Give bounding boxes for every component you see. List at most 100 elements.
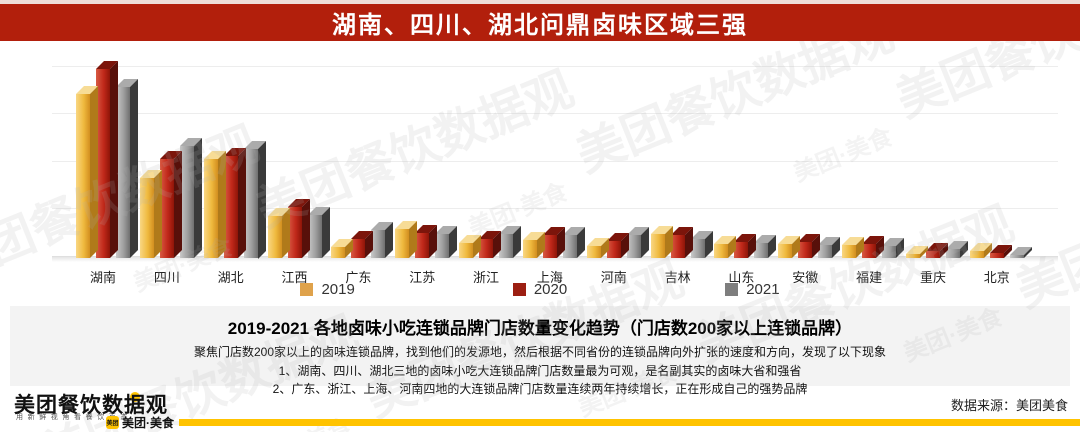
bar-2019-广东 bbox=[331, 247, 346, 258]
brand-accent-dot-icon bbox=[130, 392, 140, 402]
bars bbox=[969, 58, 1024, 258]
summary-line: 2、广东、浙江、上海、河南四地的大连锁品牌门店数量连续两年持续增长，正在形成自己… bbox=[272, 382, 808, 397]
footer-accent-bar bbox=[179, 419, 1080, 426]
category-label: 安徽 bbox=[792, 270, 819, 285]
legend-label: 2020 bbox=[533, 281, 568, 298]
bars bbox=[203, 58, 258, 258]
bar-2019-江苏 bbox=[395, 229, 410, 258]
category-label: 湖南 bbox=[89, 270, 116, 285]
footer-tagline: 用新鲜视角看餐饮百态 bbox=[16, 414, 132, 421]
bar-group-江苏: 江苏 bbox=[391, 58, 453, 286]
bar-2021-山东 bbox=[754, 243, 769, 258]
category-label: 浙江 bbox=[473, 270, 500, 285]
bar-chart: 湖南 四川 湖北 江西 广东 江苏 浙江 上海 河南 吉林 山东 安徽 福建 重庆 北京 bbox=[52, 56, 1058, 286]
legend-item-2019: 2019 bbox=[300, 281, 355, 298]
bar-2019-重庆 bbox=[905, 253, 920, 258]
bars bbox=[267, 58, 322, 258]
category-label: 北京 bbox=[983, 270, 1010, 285]
category-label: 福建 bbox=[856, 270, 883, 285]
bar-2021-河南 bbox=[626, 235, 641, 258]
bar-group-浙江: 浙江 bbox=[455, 58, 517, 286]
bar-2019-福建 bbox=[842, 244, 857, 258]
category-label: 四川 bbox=[153, 270, 180, 285]
bar-2021-湖北 bbox=[243, 148, 258, 258]
bar-group-广东: 广东 bbox=[327, 58, 389, 286]
bar-2020-上海 bbox=[542, 235, 557, 258]
data-source-label: 数据来源：美团美食 bbox=[950, 398, 1068, 413]
chart-floor-shadow bbox=[52, 257, 1058, 262]
meituan-logo-icon: 美团 bbox=[106, 416, 119, 429]
bar-2020-北京 bbox=[989, 253, 1004, 258]
gridline bbox=[52, 113, 1058, 115]
bar-2020-四川 bbox=[159, 159, 174, 258]
bar-2021-北京 bbox=[1009, 254, 1024, 258]
category-label: 河南 bbox=[600, 270, 627, 285]
bar-2021-四川 bbox=[179, 145, 194, 258]
summary-line: 1、湖南、四川、湖北三地的卤味小吃大连锁品牌门店数量最为可观，是名副其实的卤味大… bbox=[278, 363, 802, 378]
bar-2020-重庆 bbox=[925, 251, 940, 258]
bar-2019-安徽 bbox=[778, 244, 793, 258]
bar-group-河南: 河南 bbox=[583, 58, 645, 286]
bar-group-上海: 上海 bbox=[519, 58, 581, 286]
legend-swatch-icon bbox=[512, 283, 526, 296]
gridline bbox=[52, 65, 1058, 67]
bar-group-湖南: 湖南 bbox=[72, 58, 134, 286]
bar-2020-福建 bbox=[862, 244, 877, 258]
bar-group-安徽: 安徽 bbox=[774, 58, 836, 286]
bar-group-福建: 福建 bbox=[838, 58, 900, 286]
bars bbox=[459, 58, 514, 258]
bars bbox=[778, 58, 833, 258]
bar-2021-江苏 bbox=[435, 233, 450, 258]
plot-area: 湖南 四川 湖北 江西 广东 江苏 浙江 上海 河南 吉林 山东 安徽 福建 重庆 北京 bbox=[60, 56, 1040, 286]
legend-swatch-icon bbox=[300, 283, 314, 296]
bar-2019-山东 bbox=[714, 244, 729, 258]
bar-2019-北京 bbox=[969, 251, 984, 258]
bar-2020-河南 bbox=[606, 240, 621, 258]
bar-group-四川: 四川 bbox=[136, 58, 198, 286]
bars bbox=[586, 58, 641, 258]
category-label: 上海 bbox=[536, 270, 563, 285]
chart-title: 2019-2021 各地卤味小吃连锁品牌门店数量变化趋势（门店数200家以上连锁… bbox=[227, 319, 853, 338]
footer-badge-label: 美团·美食 bbox=[122, 416, 174, 430]
bar-2019-浙江 bbox=[459, 242, 474, 258]
bar-2019-江西 bbox=[267, 216, 282, 258]
bar-2019-四川 bbox=[139, 178, 154, 258]
bars bbox=[714, 58, 769, 258]
bar-2021-重庆 bbox=[945, 249, 960, 258]
bar-2020-湖南 bbox=[96, 69, 110, 258]
legend-swatch-icon bbox=[725, 283, 739, 296]
bars bbox=[331, 58, 386, 258]
bar-2021-湖南 bbox=[116, 86, 130, 258]
bar-2021-浙江 bbox=[499, 234, 514, 258]
bars bbox=[522, 58, 577, 258]
bar-2019-吉林 bbox=[650, 234, 665, 258]
bar-2019-河南 bbox=[586, 246, 601, 258]
bar-2021-广东 bbox=[371, 229, 386, 258]
category-label: 重庆 bbox=[919, 270, 946, 285]
bar-group-江西: 江西 bbox=[264, 58, 326, 286]
category-label: 广东 bbox=[345, 270, 372, 285]
bar-2019-湖南 bbox=[76, 94, 90, 258]
bars bbox=[650, 58, 705, 258]
title-banner: 湖南、四川、湖北问鼎卤味区域三强 bbox=[0, 4, 1080, 41]
bar-2020-吉林 bbox=[670, 235, 685, 258]
bar-2020-浙江 bbox=[479, 239, 494, 258]
page-title: 湖南、四川、湖北问鼎卤味区域三强 bbox=[332, 12, 748, 39]
category-label: 山东 bbox=[728, 270, 755, 285]
bar-group-重庆: 重庆 bbox=[902, 58, 964, 286]
bar-2021-江西 bbox=[307, 215, 322, 258]
summary-panel: 2019-2021 各地卤味小吃连锁品牌门店数量变化趋势（门店数200家以上连锁… bbox=[10, 306, 1070, 396]
footer-badge-row: 美团 美团·美食 bbox=[106, 414, 1080, 431]
legend-label: 2019 bbox=[321, 281, 355, 298]
bar-2020-江苏 bbox=[415, 232, 430, 258]
category-label: 江西 bbox=[281, 270, 308, 285]
banner-top-strip bbox=[0, 0, 1080, 4]
bar-2021-福建 bbox=[882, 245, 897, 258]
bars bbox=[139, 58, 194, 258]
bar-group-山东: 山东 bbox=[710, 58, 772, 286]
legend-item-2020: 2020 bbox=[512, 281, 568, 298]
summary-lines: 聚焦门店数200家以上的卤味连锁品牌，找到他们的发源地，然后根据不同省份的连锁品… bbox=[10, 343, 1070, 399]
bar-group-吉林: 吉林 bbox=[647, 58, 709, 286]
bar-2020-江西 bbox=[287, 206, 302, 258]
legend-label: 2021 bbox=[746, 281, 780, 298]
